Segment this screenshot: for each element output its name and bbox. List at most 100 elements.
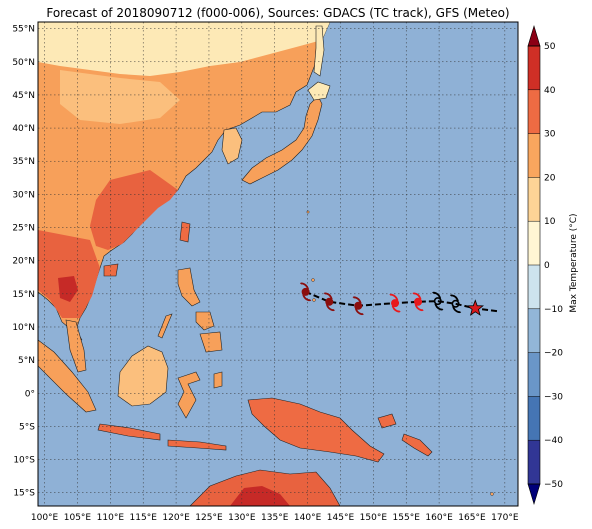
lon-tick-label: 150°E <box>360 513 388 523</box>
indochina-hot <box>38 230 100 318</box>
colorbar-tick-label: −50 <box>544 480 563 490</box>
colorbar-segment <box>528 177 540 222</box>
hainan <box>103 263 119 277</box>
lon-tick-label: 165°E <box>458 513 486 523</box>
cyclone-symbol <box>299 282 312 302</box>
track-start-star <box>466 299 484 316</box>
new-guinea <box>247 397 385 463</box>
colorbar-tick-label: 50 <box>544 42 556 52</box>
lat-tick-label: 10°N <box>12 323 35 333</box>
latitude-ticks: 55°N 50°N 45°N 40°N 35°N 30°N 25°N 20°N 15°N 10°N… <box>12 25 35 499</box>
colorbar-tick-label: 30 <box>544 130 556 140</box>
cyclone-symbol <box>432 291 444 311</box>
colorbar-tick-label: −20 <box>544 349 563 359</box>
cyclone-symbol <box>352 296 364 316</box>
lat-tick-label: 0° <box>25 389 35 399</box>
lat-tick-label: 45°N <box>12 91 35 101</box>
lon-tick-label: 130°E <box>228 513 256 523</box>
lon-tick-label: 160°E <box>425 513 453 523</box>
lon-tick-label: 105°E <box>64 513 92 523</box>
lon-tick-label: 115°E <box>130 513 158 523</box>
colorbar-tick-label: −10 <box>544 305 563 315</box>
colorbar-segment <box>528 46 540 90</box>
palawan <box>157 313 173 339</box>
philippines-visayas <box>195 311 215 331</box>
colorbar-segment <box>528 221 540 265</box>
map-frame <box>37 21 519 507</box>
graticule <box>38 22 518 506</box>
lon-tick-label: 135°E <box>261 513 289 523</box>
sakhalin <box>313 25 325 77</box>
lat-tick-label: 25°N <box>12 224 35 234</box>
ogasawara-islands <box>306 210 310 214</box>
mariana-islands <box>311 278 315 282</box>
lon-tick-label: 110°E <box>97 513 125 523</box>
philippines-mindanao <box>199 331 223 353</box>
lon-tick-label: 155°E <box>393 513 421 523</box>
colorbar-label: Max Temperature (°C) <box>569 213 579 312</box>
halmahera <box>213 371 223 389</box>
lat-tick-label: 30°N <box>12 190 35 200</box>
hokkaido <box>307 81 331 101</box>
mariana-islands-2 <box>312 298 316 302</box>
lat-tick-label: 40°N <box>12 124 35 134</box>
lat-tick-label: 20°N <box>12 257 35 267</box>
cyclone-symbol <box>389 293 401 313</box>
lesser-sunda <box>167 439 227 451</box>
philippines-luzon <box>177 267 201 307</box>
colorbar-segment <box>528 308 540 353</box>
colorbar-segment <box>528 352 540 397</box>
colorbar-segment <box>528 265 540 309</box>
sulawesi <box>177 371 201 419</box>
colorbar-under-arrow <box>527 483 541 506</box>
land-layer <box>38 22 494 506</box>
colorbar-tick-label: 40 <box>544 86 556 96</box>
lon-tick-label: 125°E <box>195 513 223 523</box>
colorbar-tick-label: 0 <box>544 261 550 271</box>
lon-tick-label: 120°E <box>162 513 190 523</box>
java <box>97 423 161 441</box>
lon-tick-label: 140°E <box>294 513 322 523</box>
australia-hot <box>230 486 290 506</box>
north-cool-band <box>38 22 330 76</box>
mongolia-warm <box>60 70 180 124</box>
sumatra <box>38 339 97 413</box>
thailand-very-hot <box>58 276 78 302</box>
borneo <box>117 345 169 407</box>
map-title: Forecast of 2018090712 (f000-006), Sourc… <box>46 6 510 20</box>
lat-tick-label: 50°N <box>12 58 35 68</box>
colorbar-tick-label: 20 <box>544 173 556 183</box>
colorbar-segment <box>528 440 540 484</box>
colorbar-over-arrow <box>527 24 541 47</box>
lon-tick-label: 145°E <box>327 513 355 523</box>
cyclone-symbol <box>449 294 462 314</box>
lat-tick-label: 15°S <box>13 489 35 499</box>
new-britain <box>377 413 397 429</box>
colorbar-segment <box>528 396 540 441</box>
taiwan <box>179 221 191 243</box>
cyclone-track <box>299 282 498 316</box>
colorbar-tick-label: −30 <box>544 392 563 402</box>
lat-tick-label: 15°N <box>12 290 35 300</box>
malay-peninsula <box>65 319 87 373</box>
lat-tick-label: 10°S <box>13 456 35 466</box>
korea <box>221 127 243 165</box>
solomon-islands <box>401 433 433 457</box>
lon-tick-label: 170°E <box>491 513 519 523</box>
lat-tick-label: 5°S <box>19 422 35 432</box>
cyclone-symbol <box>323 292 335 312</box>
colorbar-tick-label: −40 <box>544 436 563 446</box>
lat-tick-label: 5°N <box>18 356 35 366</box>
japan <box>241 95 323 185</box>
longitude-ticks: 100°E 105°E 110°E 115°E 120°E 125°E 130°E 135°E… <box>31 513 519 523</box>
south-china-hot <box>90 170 178 250</box>
lat-tick-label: 35°N <box>12 157 35 167</box>
cyclone-symbol <box>412 292 424 312</box>
lon-tick-label: 100°E <box>31 513 59 523</box>
lat-tick-label: 55°N <box>12 25 35 35</box>
colorbar-segment <box>528 133 540 178</box>
vanuatu-dots <box>490 492 494 496</box>
colorbar-tick-label: 10 <box>544 217 556 227</box>
colorbar-segment <box>528 89 540 134</box>
